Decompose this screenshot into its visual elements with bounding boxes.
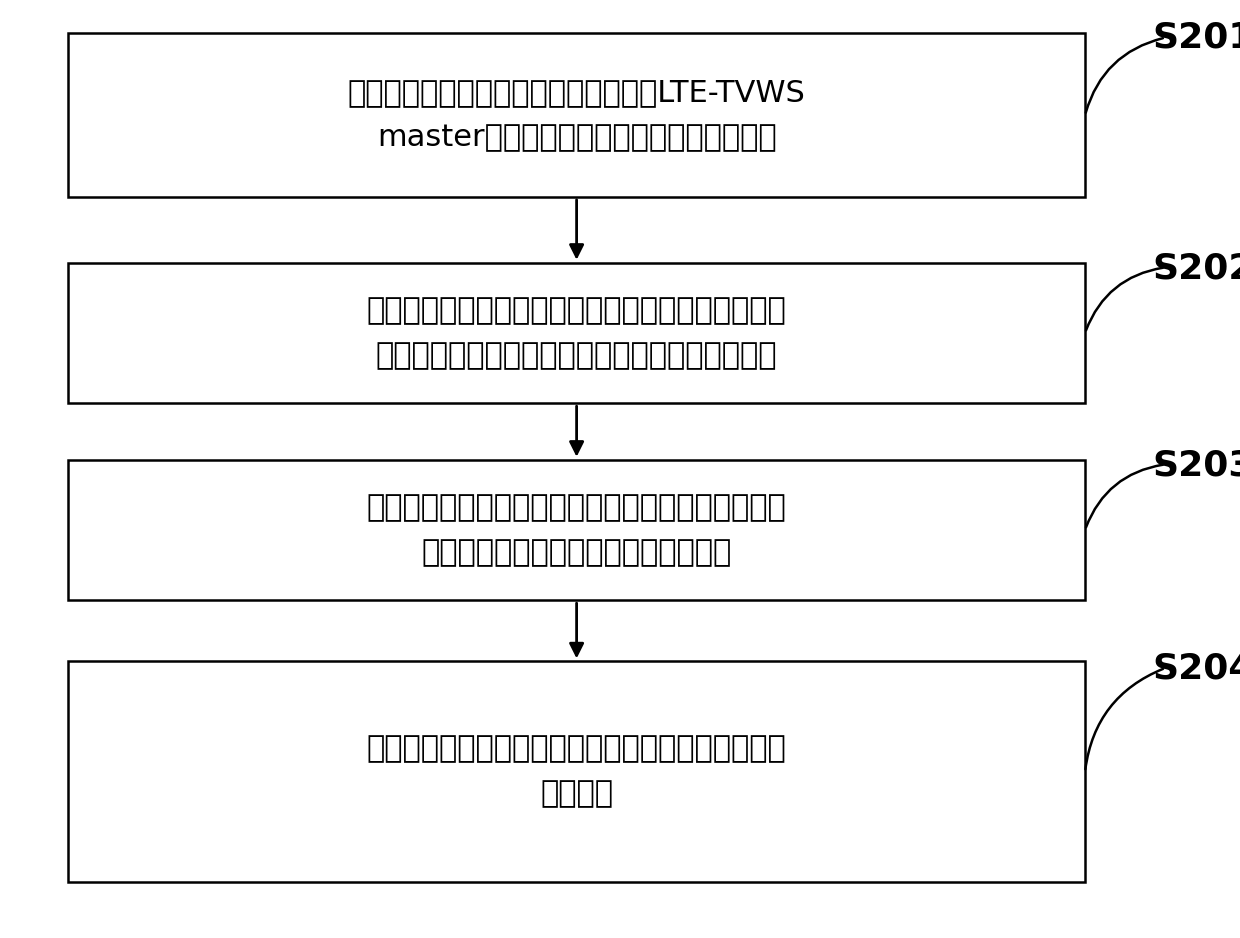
Text: 当所述数据传输质量低于预定值时，则拒绝所述频谱
使用请求: 当所述数据传输质量低于预定值时，则拒绝所述频谱 使用请求 — [367, 734, 786, 809]
Bar — [68, 33, 1085, 197]
Bar — [68, 460, 1085, 600]
Bar — [68, 263, 1085, 403]
Text: S204: S204 — [1152, 652, 1240, 686]
Text: S203: S203 — [1152, 448, 1240, 482]
FancyArrowPatch shape — [1086, 464, 1163, 527]
Text: 在登记信息中，查找与所述物联网终端的位置相同或
相近，且频谱与请求的频谱相同或相近的登记信息: 在登记信息中，查找与所述物联网终端的位置相同或 相近，且频谱与请求的频谱相同或相… — [367, 296, 786, 370]
Text: S201: S201 — [1152, 21, 1240, 54]
Text: S202: S202 — [1152, 251, 1240, 285]
Text: 通过长期演进的空白电视信号频段主机LTE-TVWS
master接收物联网终端发送的频谱使用请求: 通过长期演进的空白电视信号频段主机LTE-TVWS master接收物联网终端发… — [347, 78, 806, 152]
Bar — [68, 661, 1085, 882]
FancyArrowPatch shape — [1086, 267, 1163, 330]
FancyArrowPatch shape — [1085, 669, 1163, 769]
Text: 确定所述登记信息中包括的位置和频谱，与请求中包
括的位置和频谱共存时的数据传输质量: 确定所述登记信息中包括的位置和频谱，与请求中包 括的位置和频谱共存时的数据传输质… — [367, 493, 786, 567]
FancyArrowPatch shape — [1086, 38, 1163, 113]
